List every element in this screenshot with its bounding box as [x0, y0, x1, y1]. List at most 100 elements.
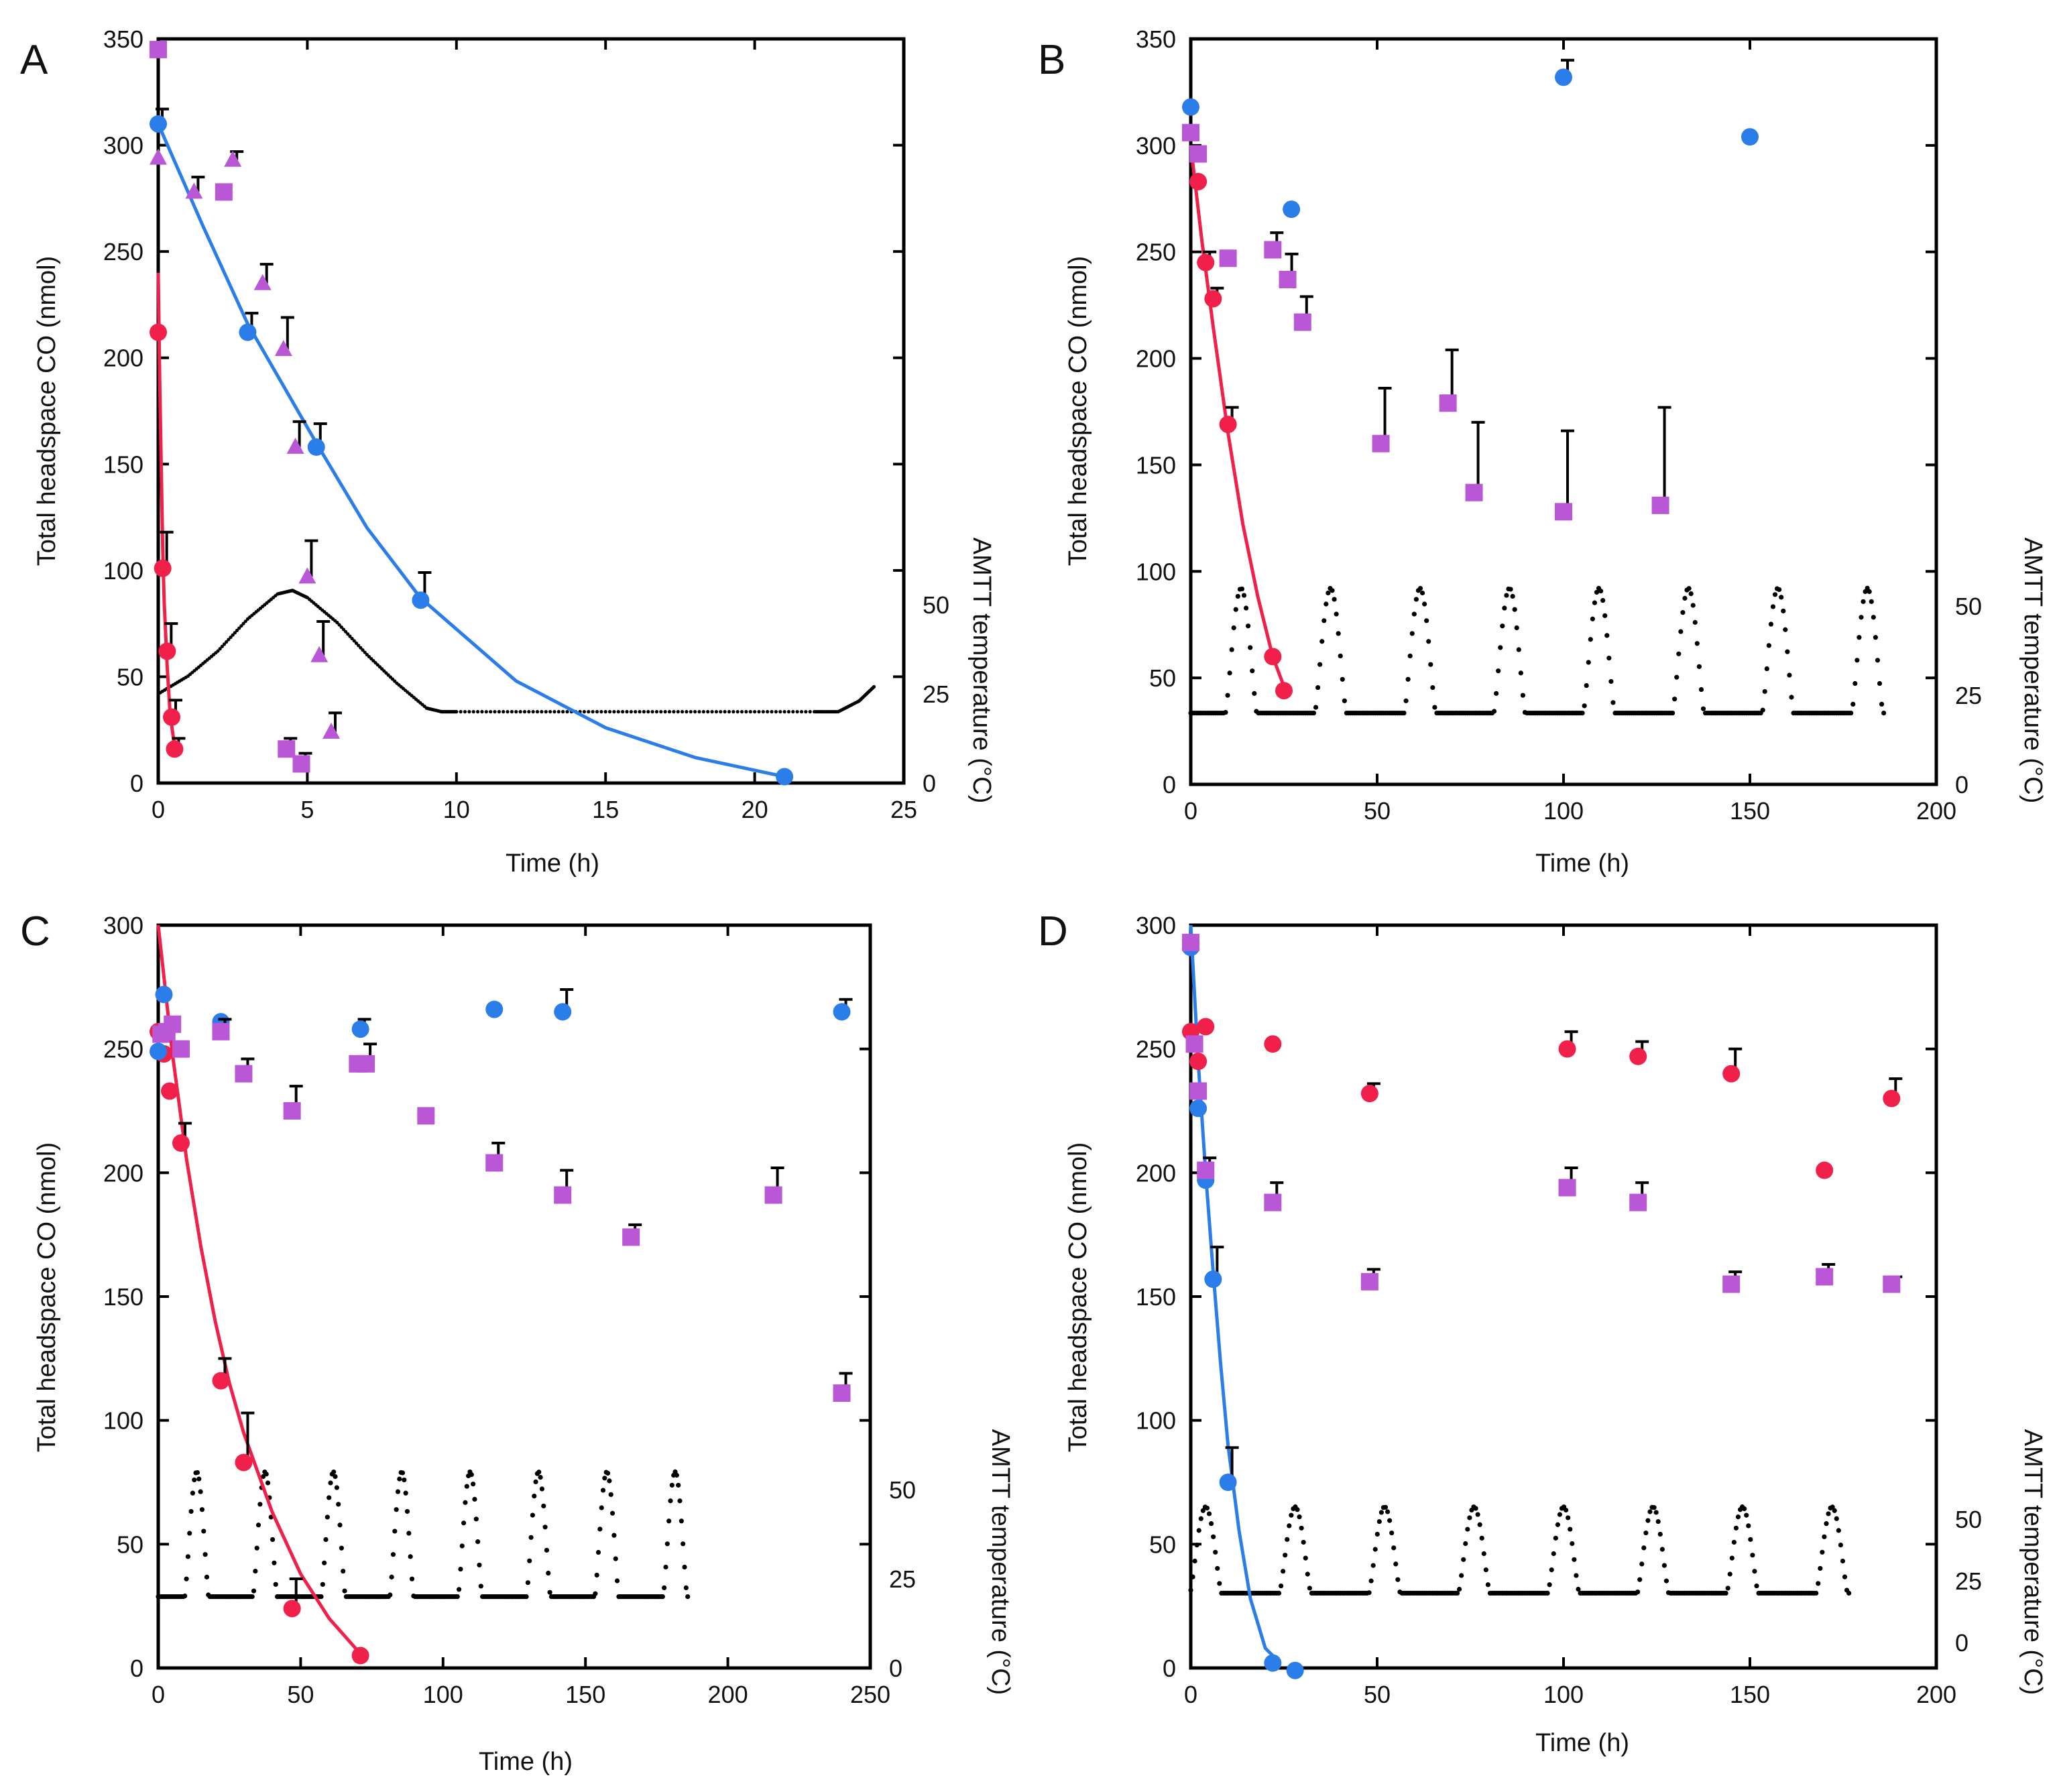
temperature-point: [188, 1508, 194, 1514]
temperature-point: [607, 1478, 612, 1484]
temperature-point: [1816, 1581, 1821, 1586]
temperature-point: [1235, 593, 1240, 599]
temperature-point: [272, 1560, 277, 1565]
temperature-point: [561, 710, 565, 714]
temperature-point: [1229, 647, 1234, 652]
temperature-point: [1231, 625, 1236, 631]
temperature-point: [1223, 709, 1228, 715]
temperature-point: [1572, 1557, 1577, 1562]
temperature-point: [455, 710, 459, 714]
data-point-purple: [164, 1015, 182, 1033]
temperature-point: [714, 710, 719, 714]
y-ticks-d: 0 50 100 150 200 250 300: [1136, 912, 1936, 1682]
temperature-point: [1879, 701, 1885, 707]
temperature-point: [1403, 698, 1409, 703]
temperature-point: [660, 1594, 665, 1600]
temperature-point: [1405, 676, 1411, 682]
y-ticks-b: 0 50 100 150 200 250 300 350: [1136, 25, 1936, 798]
temperature-point: [237, 626, 241, 630]
data-point-purple: [1185, 1035, 1203, 1053]
temperature-point: [710, 710, 714, 714]
temperature-point: [612, 710, 616, 714]
data-point-red: [1264, 648, 1282, 666]
temperature-point: [225, 640, 229, 644]
y2-tick-label: 25: [889, 1565, 916, 1593]
temperature-point: [609, 1510, 615, 1516]
data-point-purple: [1279, 271, 1297, 289]
temperature-point: [204, 1574, 210, 1579]
temperature-point: [556, 710, 561, 714]
data-point-red: [1264, 1035, 1282, 1053]
temperature-point: [1674, 674, 1680, 680]
temperature-point: [1372, 1547, 1378, 1552]
temperature-point: [1881, 711, 1887, 716]
y2-tick-label: 50: [923, 591, 949, 619]
temperature-point: [539, 1486, 545, 1492]
temperature-point: [241, 621, 245, 625]
data-point-red: [283, 1600, 301, 1618]
temperature-point: [1518, 670, 1523, 676]
data-point-purple: [1360, 1272, 1378, 1291]
x-tick-label: 100: [423, 1681, 463, 1708]
temperature-point: [1600, 598, 1606, 603]
temperature-point: [587, 710, 591, 714]
data-point-purple: [622, 1228, 640, 1246]
temperature-point: [1479, 1535, 1484, 1541]
temperature-point: [1592, 600, 1598, 605]
temperature-point: [1657, 1531, 1663, 1537]
temperature-point: [1289, 1512, 1294, 1518]
data-point-purple-squares: [215, 183, 233, 201]
y2-tick-label: 0: [1955, 771, 1968, 798]
temperature-point: [318, 1594, 324, 1600]
temperature-point: [614, 1578, 620, 1584]
temperature-point: [757, 710, 761, 714]
plot-frame-b: [1189, 37, 1938, 786]
panel-label-b: B: [1038, 37, 1065, 83]
temperature-point: [1417, 585, 1423, 591]
temperature-point: [1463, 1541, 1468, 1547]
temperature-point: [352, 639, 356, 643]
temperature-point: [458, 1566, 463, 1572]
temperature-point: [1598, 589, 1604, 594]
fit-curve: [156, 924, 359, 1652]
temperature-point: [599, 1505, 604, 1510]
temperature-point: [1336, 631, 1341, 636]
temperature-point: [1465, 1527, 1470, 1532]
temperature-point: [546, 1570, 551, 1576]
temperature-point: [1233, 607, 1238, 612]
temperature-point: [595, 710, 599, 714]
temperature-point: [527, 1558, 532, 1563]
temperature-point: [748, 710, 752, 714]
x-axis-label-a: Time (h): [506, 849, 599, 878]
y2-tick-label: 0: [889, 1655, 902, 1682]
temperature-point: [1676, 651, 1682, 656]
temperature-point: [1670, 711, 1675, 716]
temperature-point: [1637, 1577, 1643, 1582]
temperature-point: [216, 649, 220, 653]
x-tick-label: 0: [152, 796, 165, 823]
temperature-point: [1411, 611, 1417, 617]
temperature-point: [1330, 588, 1335, 593]
temperature-point: [791, 710, 795, 714]
temperature-point: [478, 1584, 483, 1589]
temperature-point: [1295, 1507, 1300, 1512]
temperature-point: [518, 710, 522, 714]
temperature-point: [552, 710, 556, 714]
y2-tick-label: 0: [923, 770, 936, 797]
y-tick-label: 350: [103, 25, 143, 53]
temperature-point: [602, 1476, 607, 1481]
temperature-point: [343, 630, 348, 634]
temperature-point: [1424, 618, 1429, 623]
temperature-point: [390, 1552, 396, 1557]
x-tick-label: 25: [890, 796, 917, 823]
data-point-purple: [1372, 434, 1390, 453]
data-point-purple: [235, 1065, 253, 1083]
temperature-point: [1604, 633, 1610, 638]
y2-tick-label: 50: [1955, 1506, 1982, 1533]
temperature-point: [1500, 623, 1505, 629]
temperature-point: [1383, 1504, 1389, 1510]
temperature-point: [1241, 593, 1247, 598]
temperature-point: [339, 625, 343, 630]
panel-a: A Time (h) Total headspace CO (nmol) AMT…: [20, 25, 996, 878]
panel-b: B Time (h) Total headspace CO (nmol) AMT…: [1038, 25, 2047, 878]
